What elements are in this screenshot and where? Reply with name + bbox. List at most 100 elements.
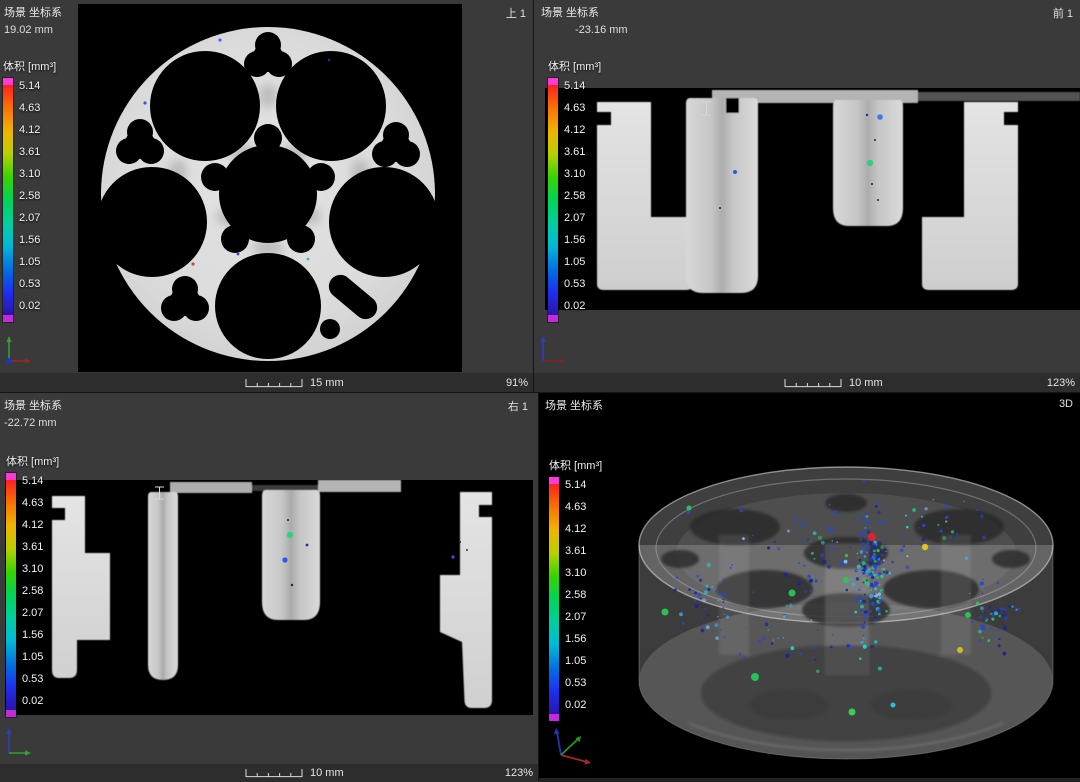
legend-value: 1.56: [19, 234, 41, 246]
volume-legend: 体积 [mm³] 5.14 4.63 4.12 3.61 3.10 2.58 2.07 1.5…: [548, 58, 601, 322]
viewport-footer: 15 mm 91%: [0, 373, 533, 392]
scene-coordsys-label: 场景 坐标系: [541, 7, 600, 19]
ruler-label: 15 mm: [310, 376, 344, 389]
top-slice-graphic: [97, 27, 439, 361]
ct-slice-image-right[interactable]: [5, 480, 533, 715]
front-slice-graphic: [597, 90, 1080, 293]
scene-coordsys-label: 场景 坐标系: [545, 400, 604, 412]
legend-value: 5.14: [22, 475, 44, 487]
legend-colorbar: [549, 477, 559, 721]
legend-value: 3.61: [22, 541, 44, 553]
top-face-band: [712, 90, 918, 103]
legend-value: 2.07: [565, 611, 587, 623]
viewport-header: 场景 坐标系 -22.72 mm: [4, 398, 62, 432]
viewport-header: 场景 坐标系 -23.16 mm: [541, 5, 628, 39]
viewport-footer: 10 mm 123%: [0, 764, 538, 782]
legend-title: 体积 [mm³]: [6, 456, 60, 468]
legend-value: 0.53: [22, 673, 44, 685]
defect-specks-top: [143, 38, 331, 266]
legend-value: 3.61: [19, 146, 41, 158]
legend-value: 3.10: [565, 567, 587, 579]
scale-ruler: 10 mm: [784, 377, 883, 389]
zoom-level: 123%: [1046, 376, 1075, 389]
legend-value: 4.12: [19, 124, 41, 136]
legend-value: 0.02: [565, 699, 587, 711]
view-orientation-label: 3D: [1058, 398, 1073, 410]
viewport-footer: 10 mm 123%: [534, 373, 1080, 392]
viewport-header: 场景 坐标系: [545, 398, 603, 415]
volume-render-3d[interactable]: [539, 393, 1080, 782]
legend-value: 2.58: [19, 190, 41, 202]
porosity-defects: [661, 479, 1020, 716]
view-orientation-label: 上 1: [505, 8, 526, 20]
legend-colorbar: [6, 473, 16, 717]
trilobe-cutouts: [116, 32, 420, 321]
scene-coordsys-label: 场景 坐标系: [4, 400, 63, 412]
left-rim-section: [52, 496, 110, 678]
legend-value: 1.05: [565, 655, 587, 667]
legend-value: 2.07: [19, 212, 41, 224]
legend-values: 5.14 4.63 4.12 3.61 3.10 2.58 2.07 1.56 1.05 0.53…: [559, 477, 586, 713]
legend-value: 4.63: [19, 102, 41, 114]
ruler-label: 10 mm: [849, 376, 883, 389]
viewport-3d[interactable]: 场景 坐标系 3D: [539, 393, 1080, 782]
slice-position-value: -23.16 mm: [575, 24, 628, 36]
scene-coordsys-label: 场景 坐标系: [4, 7, 63, 19]
top-face-band: [318, 480, 401, 492]
legend-value: 0.02: [564, 300, 586, 312]
volume-legend: 体积 [mm³] 5.14 4.63 4.12 3.61 3.10 2.58 2.07 1.5…: [3, 58, 56, 322]
zoom-level: 91%: [505, 376, 528, 389]
legend-value: 4.12: [22, 519, 44, 531]
legend-value: 1.05: [564, 256, 586, 268]
slot-cutout: [320, 274, 378, 339]
legend-colorbar: [3, 78, 13, 322]
right-rim-section: [440, 492, 492, 708]
legend-value: 3.61: [564, 146, 586, 158]
inner-columns: [688, 535, 1004, 752]
right-slice-graphic: [52, 480, 492, 708]
legend-value: 3.10: [22, 563, 44, 575]
legend-value: 1.05: [19, 256, 41, 268]
legend-value: 5.14: [565, 479, 587, 491]
defect-specks-front: [719, 113, 883, 209]
ruler-label: 10 mm: [310, 767, 344, 779]
axis-indicator-3d: [545, 725, 599, 776]
legend-value: 1.56: [22, 629, 44, 641]
legend-title: 体积 [mm³]: [3, 61, 57, 73]
scale-ruler: 15 mm: [245, 377, 344, 389]
top-face-band: [170, 482, 252, 493]
annotation-marker: [702, 101, 711, 116]
ct-slice-image-front[interactable]: [545, 88, 1080, 310]
legend-value: 4.63: [565, 501, 587, 513]
ct-slice-image-top[interactable]: [78, 4, 462, 372]
legend-value: 5.14: [564, 80, 586, 92]
legend-value: 1.56: [565, 633, 587, 645]
viewport-right-slice[interactable]: 场景 坐标系 -22.72 mm 右 1: [0, 393, 538, 782]
viewport-top-slice[interactable]: 场景 坐标系 19.02 mm 上 1: [0, 0, 533, 392]
legend-value: 0.53: [564, 278, 586, 290]
volume-legend: 体积 [mm³] 5.14 4.63 4.12 3.61 3.10 2.58 2.07 1.5…: [549, 457, 602, 721]
legend-value: 0.53: [565, 677, 587, 689]
legend-value: 4.63: [22, 497, 44, 509]
window-bottom-strip: [539, 778, 1080, 782]
axis-indicator-front-view: [537, 333, 567, 370]
legend-title: 体积 [mm³]: [549, 460, 603, 472]
legend-value: 2.58: [22, 585, 44, 597]
legend-title: 体积 [mm³]: [548, 61, 602, 73]
right-rim-section: [922, 102, 1018, 290]
viewport-front-slice[interactable]: 场景 坐标系 -23.16 mm 前 1: [534, 0, 1080, 392]
volume-legend: 体积 [mm³] 5.14 4.63 4.12 3.61 3.10 2.58 2.07 1.5…: [6, 453, 59, 717]
slice-position-value: -22.72 mm: [4, 417, 57, 429]
axis-indicator-top-view: [3, 333, 33, 370]
legend-value: 3.10: [19, 168, 41, 180]
legend-value: 2.07: [564, 212, 586, 224]
legend-value: 0.53: [19, 278, 41, 290]
legend-values: 5.14 4.63 4.12 3.61 3.10 2.58 2.07 1.56 1.05 0.53…: [16, 473, 43, 709]
legend-value: 2.07: [22, 607, 44, 619]
viewport-header: 场景 坐标系 19.02 mm: [4, 5, 62, 39]
legend-value: 0.02: [19, 300, 41, 312]
legend-value: 5.14: [19, 80, 41, 92]
legend-value: 1.56: [564, 234, 586, 246]
legend-value: 1.05: [22, 651, 44, 663]
